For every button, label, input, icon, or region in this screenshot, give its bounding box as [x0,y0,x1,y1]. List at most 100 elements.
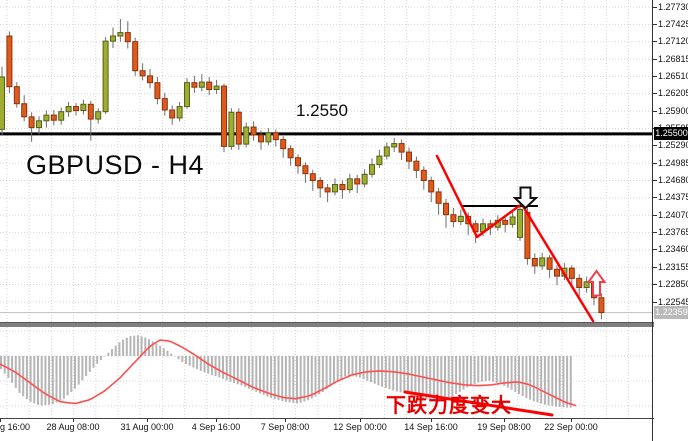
time-tick [285,419,286,422]
time-tick [431,419,432,422]
current-price-label: 1.22359 [654,306,688,319]
candle [332,184,338,193]
candle [132,41,139,72]
candle [21,103,28,118]
candle [147,75,153,84]
candle [420,169,427,182]
candle [65,106,72,113]
trendline-drop[interactable] [519,201,595,322]
candle [0,76,5,130]
candle [309,173,316,182]
candle [450,214,457,222]
price-tick-label: 1.25900 [658,105,688,116]
candle [457,215,464,222]
candle [354,178,361,185]
price-tick-label: 1.23155 [658,261,688,272]
time-tick [504,419,505,422]
down-arrow-icon[interactable] [512,186,539,210]
time-label: 12 Sep 00:00 [333,422,387,432]
candle [139,70,146,77]
price-tick-label: 1.26205 [658,88,688,99]
candle [13,86,20,105]
level-axis-label: 1.25500 [654,127,688,140]
candle [95,111,102,120]
candle [517,209,523,238]
candle [554,268,560,277]
indicator-canvas[interactable] [0,327,652,418]
price-axis[interactable]: 0.002520 0.000000 -0.004814 1.277301.274… [652,0,688,441]
price-tick [653,301,657,303]
candle [87,103,94,120]
symbol-title: GBPUSD - H4 [26,150,205,180]
candle [369,164,375,175]
candle [376,155,383,166]
candle [295,157,301,167]
time-label: 4 Sep 16:00 [191,422,241,432]
time-label: g 16:00 [0,422,31,432]
candle [265,132,272,143]
candle [250,126,257,136]
price-tick-label: 1.24985 [658,157,688,168]
candle [176,106,183,119]
price-tick [653,249,657,251]
candle [280,139,287,150]
price-tick-label: 1.26510 [658,70,688,81]
indicator-trendline[interactable] [403,390,554,417]
candle [346,178,353,191]
candles [0,18,605,320]
candle [509,216,516,225]
price-tick-label: 1.27425 [658,18,688,29]
main-chart-canvas[interactable] [0,0,652,322]
price-tick-label: 1.25290 [658,140,688,151]
level-text-label[interactable]: 1.2550 [296,101,348,120]
up-arrow-icon[interactable] [586,269,607,297]
price-tick [653,180,657,182]
trendline-zigzag[interactable] [435,154,521,239]
candle [124,32,131,43]
candle [28,116,35,129]
price-tick-label: 1.27120 [658,36,688,47]
time-axis[interactable]: g 16:00 28 Aug 08:00 31 Aug 00:00 4 Sep 16:… [0,419,652,441]
chinese-annotation[interactable]: 下跌力度变大 [386,395,512,417]
price-tick [653,23,657,25]
candle [413,160,420,171]
candle [6,35,13,88]
main-chart-panel[interactable] [0,0,652,322]
indicator-panel[interactable] [0,327,652,418]
time-tick [571,419,572,422]
candle [272,132,279,141]
time-label: 19 Sep 08:00 [477,422,531,432]
candle [383,146,390,157]
panel-separator[interactable] [0,322,654,327]
price-tick-label: 1.24375 [658,192,688,203]
candle [235,111,242,145]
price-tick [653,41,657,43]
time-label: 28 Aug 08:00 [46,422,100,432]
time-label: 31 Aug 00:00 [120,422,174,432]
price-tick [653,6,657,8]
price-tick [653,145,657,147]
bottom-axis-border [0,418,654,419]
candle [406,151,412,162]
time-tick [360,419,361,422]
candle [184,82,190,108]
candle [546,257,553,270]
candle [50,114,57,121]
candle [43,114,50,122]
candle [258,134,264,143]
candle [598,297,605,314]
time-label: 7 Sep 08:00 [260,422,310,432]
price-tick-label: 1.23765 [658,227,688,238]
price-tick [653,284,657,286]
price-tick-label: 1.26815 [658,53,688,64]
signal-line [0,339,577,407]
candle [324,187,331,193]
price-tick [653,197,657,199]
candle [398,143,405,153]
price-tick-label: 1.22545 [658,296,688,307]
price-tick-label: 1.24070 [658,209,688,220]
candle [435,191,442,204]
candle [206,81,213,90]
time-tick [147,419,148,422]
